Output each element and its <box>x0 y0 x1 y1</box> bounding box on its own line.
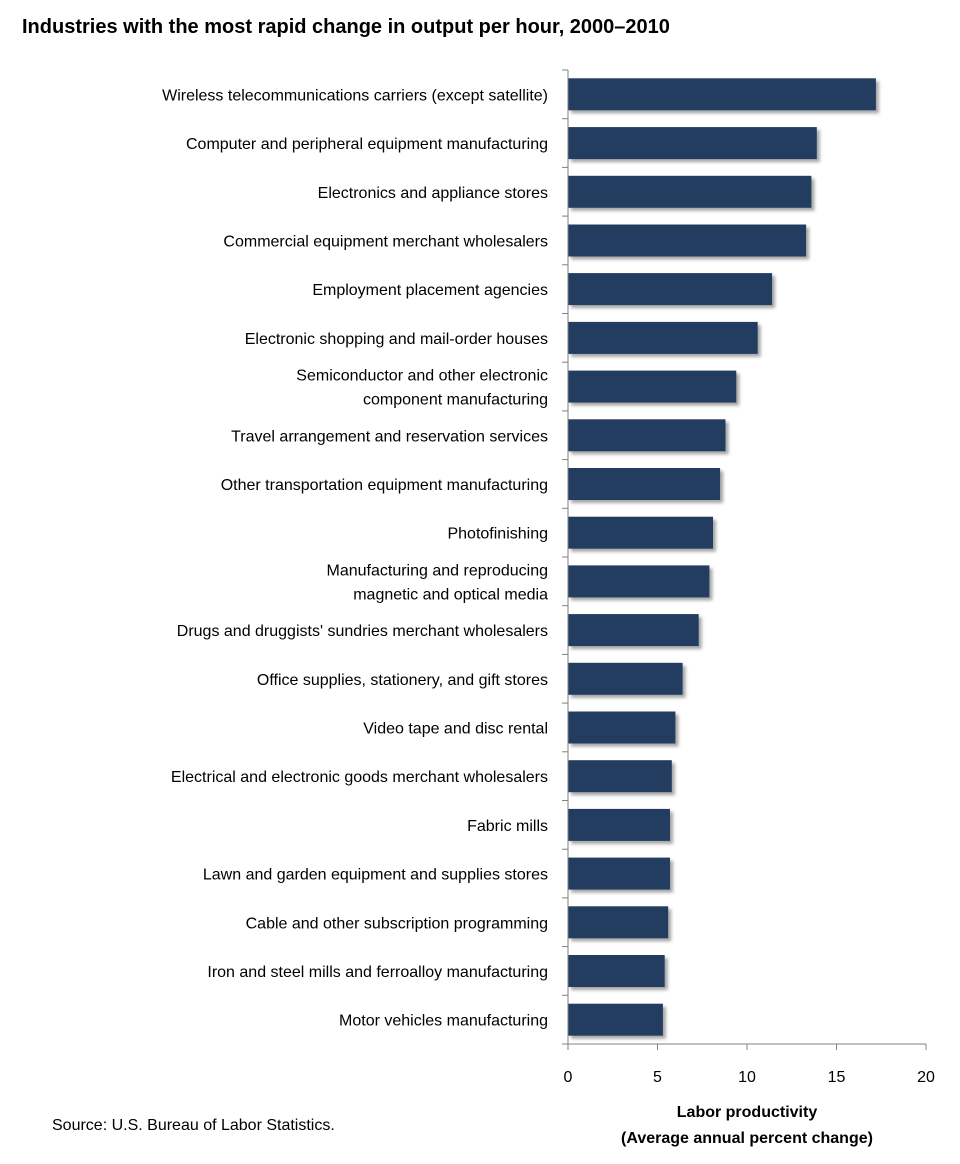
bar <box>568 321 758 354</box>
x-axis-title: Labor productivity <box>677 1104 818 1121</box>
category-label: Wireless telecommunications carriers (ex… <box>162 87 548 104</box>
bar <box>568 760 672 793</box>
bar <box>568 175 812 208</box>
x-axis-title: (Average annual percent change) <box>621 1130 873 1147</box>
category-label: Computer and peripheral equipment manufa… <box>186 136 548 153</box>
bar <box>568 857 670 890</box>
category-label: Other transportation equipment manufactu… <box>221 477 548 494</box>
x-tick-label: 0 <box>564 1069 573 1086</box>
x-tick-label: 5 <box>653 1069 662 1086</box>
x-tick-label: 10 <box>738 1069 756 1086</box>
bar <box>568 711 676 744</box>
category-label: magnetic and optical media <box>353 586 548 603</box>
category-label: Lawn and garden equipment and supplies s… <box>203 867 548 884</box>
source-note: Source: U.S. Bureau of Labor Statistics. <box>52 1117 335 1134</box>
bar <box>568 516 713 549</box>
category-label: Employment placement agencies <box>312 282 548 299</box>
bar <box>568 614 699 647</box>
category-label: Electronics and appliance stores <box>318 185 548 202</box>
bar <box>568 370 737 403</box>
category-label: Fabric mills <box>467 818 548 835</box>
category-label: component manufacturing <box>363 392 548 409</box>
bar <box>568 273 773 306</box>
bar <box>568 468 721 500</box>
bar <box>568 662 683 695</box>
category-label: Travel arrangement and reservation servi… <box>231 428 548 445</box>
x-tick-label: 15 <box>828 1069 846 1086</box>
category-label: Iron and steel mills and ferroalloy manu… <box>207 964 548 981</box>
category-label: Office supplies, stationery, and gift st… <box>257 672 548 689</box>
category-label: Video tape and disc rental <box>363 721 548 738</box>
category-label: Electronic shopping and mail-order house… <box>245 331 548 348</box>
category-label: Cable and other subscription programming <box>246 915 548 932</box>
bar <box>568 127 817 160</box>
bar <box>568 955 665 987</box>
bar <box>568 78 876 111</box>
category-label: Motor vehicles manufacturing <box>339 1013 548 1030</box>
bar <box>568 808 670 841</box>
category-label: Commercial equipment merchant wholesaler… <box>223 234 548 251</box>
category-label: Electrical and electronic goods merchant… <box>171 769 548 786</box>
bar <box>568 906 669 939</box>
category-label: Photofinishing <box>447 526 548 543</box>
category-label: Semiconductor and other electronic <box>296 368 548 385</box>
bar <box>568 1003 663 1036</box>
bar <box>568 224 807 257</box>
x-tick-label: 20 <box>917 1069 935 1086</box>
chart-title: Industries with the most rapid change in… <box>22 16 670 38</box>
bar <box>568 419 726 452</box>
category-label: Manufacturing and reproducing <box>327 562 548 579</box>
bar <box>568 565 710 598</box>
category-label: Drugs and druggists' sundries merchant w… <box>177 623 548 640</box>
